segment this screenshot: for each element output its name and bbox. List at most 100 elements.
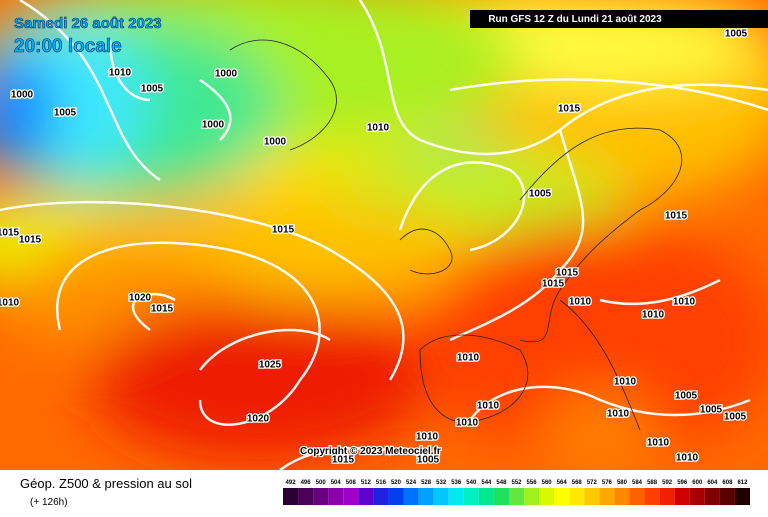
- scale-swatch: [508, 488, 525, 505]
- isobar-label: 1010: [676, 453, 699, 464]
- scale-label: 592: [662, 480, 673, 486]
- isobar-label: 1010: [569, 297, 592, 308]
- isobar-label: 1020: [129, 293, 152, 304]
- scale-label: 608: [722, 480, 733, 486]
- scale-swatch: [388, 488, 404, 505]
- scale-label: 552: [511, 480, 522, 486]
- scale-swatch: [478, 488, 494, 505]
- scale-swatch: [644, 488, 660, 505]
- isobar-label: 1010: [614, 377, 637, 388]
- scale-label: 584: [632, 480, 643, 486]
- isobar-label: 1005: [417, 455, 440, 466]
- isobar-label: 1000: [215, 69, 238, 80]
- isobar-label: 1010: [457, 353, 480, 364]
- scale-swatch: [569, 488, 585, 505]
- scale-label: 528: [421, 480, 432, 486]
- lead-time: (+ 126h): [30, 497, 68, 508]
- scale-label: 600: [692, 480, 703, 486]
- scale-swatch: [539, 488, 555, 505]
- isobar-label: 1010: [477, 401, 500, 412]
- scale-label: 576: [602, 480, 613, 486]
- scale-label: 500: [316, 480, 327, 486]
- isobar-labels: 1010 1005 1000 1000 1005 1000 1000 1010 1005 1015…: [0, 27, 749, 467]
- isobar-label: 1015: [0, 228, 20, 239]
- isobar-label: 1005: [675, 391, 698, 402]
- isobar-label: 1005: [724, 412, 747, 423]
- color-scale: 492 496 500 504 508 512 516 520 524 528 532 536 540 5…: [283, 480, 750, 505]
- scale-swatch: [313, 488, 329, 505]
- isobar-label: 1005: [54, 108, 77, 119]
- isobar-label: 1010: [673, 297, 696, 308]
- scale-swatch: [599, 488, 615, 505]
- scale-label: 564: [557, 480, 568, 486]
- scale-swatch: [629, 488, 645, 505]
- scale-label: 604: [707, 480, 718, 486]
- isobar-label: 1015: [556, 268, 579, 279]
- isobar-label: 1005: [725, 29, 748, 40]
- scale-label: 516: [376, 480, 387, 486]
- scale-swatch: [433, 488, 449, 505]
- scale-swatch: [373, 488, 389, 505]
- legend-title: Géop. Z500 & pression au sol: [20, 476, 192, 491]
- isobar-label: 1020: [247, 414, 270, 425]
- isobar-label: 1010: [607, 409, 630, 420]
- scale-label: 508: [346, 480, 357, 486]
- scale-label: 540: [466, 480, 477, 486]
- isobar-label: 1000: [264, 137, 287, 148]
- isobar-label: 1005: [700, 405, 723, 416]
- isobar-label: 1015: [665, 211, 688, 222]
- scale-label: 548: [496, 480, 507, 486]
- isobar-label: 1015: [19, 235, 42, 246]
- scale-swatch: [283, 488, 299, 505]
- run-info: Run GFS 12 Z du Lundi 21 août 2023: [488, 14, 662, 25]
- scale-swatch: [493, 488, 509, 505]
- scale-label: 588: [647, 480, 658, 486]
- scale-label: 496: [301, 480, 312, 486]
- scale-swatch: [298, 488, 314, 505]
- scale-swatch: [358, 488, 374, 505]
- copyright: Copyright © 2023 Meteociel.fr: [300, 446, 441, 457]
- isobar-label: 1015: [542, 279, 565, 290]
- scale-swatch: [734, 488, 750, 505]
- scale-swatch: [524, 488, 540, 505]
- isobar-label: 1000: [11, 90, 34, 101]
- scale-label: 524: [406, 480, 417, 486]
- scale-swatch: [659, 488, 675, 505]
- scale-label: 532: [436, 480, 447, 486]
- isobar-label: 1015: [272, 225, 295, 236]
- scale-label: 580: [617, 480, 628, 486]
- scale-swatch: [418, 488, 434, 505]
- scale-swatch: [719, 488, 735, 505]
- scale-label: 612: [737, 480, 748, 486]
- isobar-label: 1005: [141, 84, 164, 95]
- date: Samedi 26 août 2023: [14, 15, 162, 32]
- run-banner: [470, 10, 768, 28]
- scale-swatch: [448, 488, 464, 505]
- scale-label: 536: [451, 480, 462, 486]
- isobar-label: 1010: [416, 432, 439, 443]
- scale-swatch: [614, 488, 630, 505]
- isobar-label: 1005: [529, 189, 552, 200]
- isobar-label: 1010: [456, 418, 479, 429]
- scale-swatch: [328, 488, 344, 505]
- scale-swatch: [689, 488, 705, 505]
- scale-label: 520: [391, 480, 402, 486]
- scale-swatch: [554, 488, 570, 505]
- scale-swatch: [674, 488, 690, 505]
- isobar-label: 1025: [259, 360, 282, 371]
- scale-label: 556: [527, 480, 538, 486]
- isobar-label: 1010: [0, 298, 20, 309]
- scale-label: 512: [361, 480, 372, 486]
- field: [0, 0, 768, 470]
- isobar-label: 1000: [202, 120, 225, 131]
- scale-swatch: [403, 488, 419, 505]
- scale-label: 544: [481, 480, 492, 486]
- isobar-label: 1015: [332, 455, 355, 466]
- local-time: 20:00 locale: [14, 36, 122, 57]
- scale-label: 492: [286, 480, 297, 486]
- scale-label: 596: [677, 480, 688, 486]
- isobar-label: 1015: [558, 104, 581, 115]
- scale-label: 504: [331, 480, 342, 486]
- isobar-label: 1015: [151, 304, 174, 315]
- isobar-label: 1010: [367, 123, 390, 134]
